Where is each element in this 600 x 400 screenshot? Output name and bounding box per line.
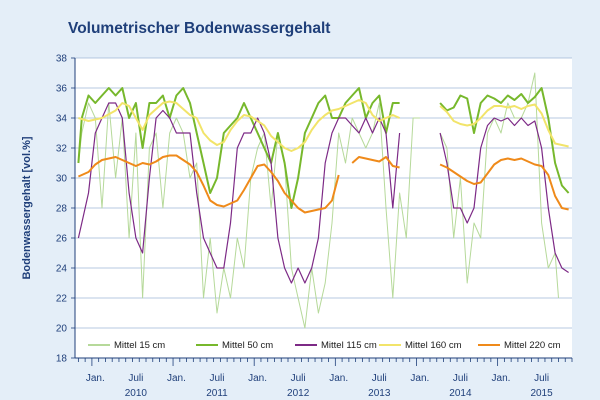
y-tick-label: 22 <box>56 294 68 305</box>
legend-item: Mittel 220 cm <box>478 340 561 351</box>
x-tick-label: Jan. <box>329 373 348 384</box>
y-tick-label: 24 <box>56 264 68 275</box>
series-line-mittel-160-cm <box>439 103 569 148</box>
y-tick-label: 36 <box>56 84 68 95</box>
legend-item: Mittel 15 cm <box>88 340 165 351</box>
chart-title: Volumetrischer Bodenwassergehalt <box>68 20 331 37</box>
x-year-label: 2014 <box>449 388 472 399</box>
series-line-mittel-50-cm <box>439 87 570 194</box>
legend-item: Mittel 160 cm <box>379 340 462 351</box>
x-year-label: 2015 <box>530 388 553 399</box>
x-tick-label: Jan. <box>86 373 105 384</box>
series-lines <box>77 72 570 329</box>
legend-label: Mittel 160 cm <box>405 340 462 351</box>
y-tick-label: 26 <box>56 234 68 245</box>
x-tick-label: Juli <box>209 373 224 384</box>
y-tick-label: 18 <box>56 354 68 365</box>
series-line-mittel-220-cm <box>77 154 340 214</box>
y-tick-label: 32 <box>56 144 68 155</box>
x-tick-label: Juli <box>128 373 143 384</box>
x-year-label: 2012 <box>287 388 310 399</box>
x-tick-label: Juli <box>372 373 387 384</box>
legend: Mittel 15 cm Mittel 50 cm Mittel 115 cm Mit… <box>88 340 561 351</box>
series-line-mittel-220-cm <box>439 157 569 211</box>
legend-label: Mittel 220 cm <box>504 340 561 351</box>
x-year-label: 2013 <box>368 388 391 399</box>
series-line-mittel-115-cm <box>439 117 569 273</box>
x-tick-label: Juli <box>534 373 549 384</box>
legend-label: Mittel 50 cm <box>222 340 273 351</box>
x-year-label: 2011 <box>206 388 228 399</box>
x-tick-label: Jan. <box>248 373 267 384</box>
legend-label: Mittel 115 cm <box>321 340 377 351</box>
y-tick-label: 38 <box>56 54 68 65</box>
x-tick-label: Jan. <box>492 373 511 384</box>
legend-item: Mittel 50 cm <box>196 340 273 351</box>
series-line-mittel-220-cm <box>351 156 400 169</box>
series-line-mittel-115-cm <box>77 102 401 284</box>
legend-item: Mittel 115 cm <box>295 340 377 351</box>
x-tick-label: Juli <box>453 373 468 384</box>
series-line-mittel-160-cm <box>78 99 401 152</box>
x-tick-label: Jan. <box>167 373 186 384</box>
y-tick-label: 30 <box>56 174 68 185</box>
y-axis-label: Bodenwassergehalt [vol.%] <box>21 136 33 279</box>
tick-labels: 18 20 22 24 26 28 30 32 34 36 38 Jan. Juli Jan. Juli Ja… <box>56 54 553 400</box>
legend-label: Mittel 15 cm <box>114 340 165 351</box>
series-line-mittel-50-cm <box>77 87 400 209</box>
series-line-mittel-15-cm <box>77 102 420 329</box>
series-line-mittel-15-cm <box>439 72 559 299</box>
y-tick-label: 28 <box>56 204 68 215</box>
y-tick-label: 34 <box>56 114 68 125</box>
x-tick-label: Jan. <box>410 373 429 384</box>
x-tick-label: Juli <box>291 373 306 384</box>
y-tick-label: 20 <box>56 324 68 335</box>
x-year-label: 2010 <box>125 388 148 399</box>
